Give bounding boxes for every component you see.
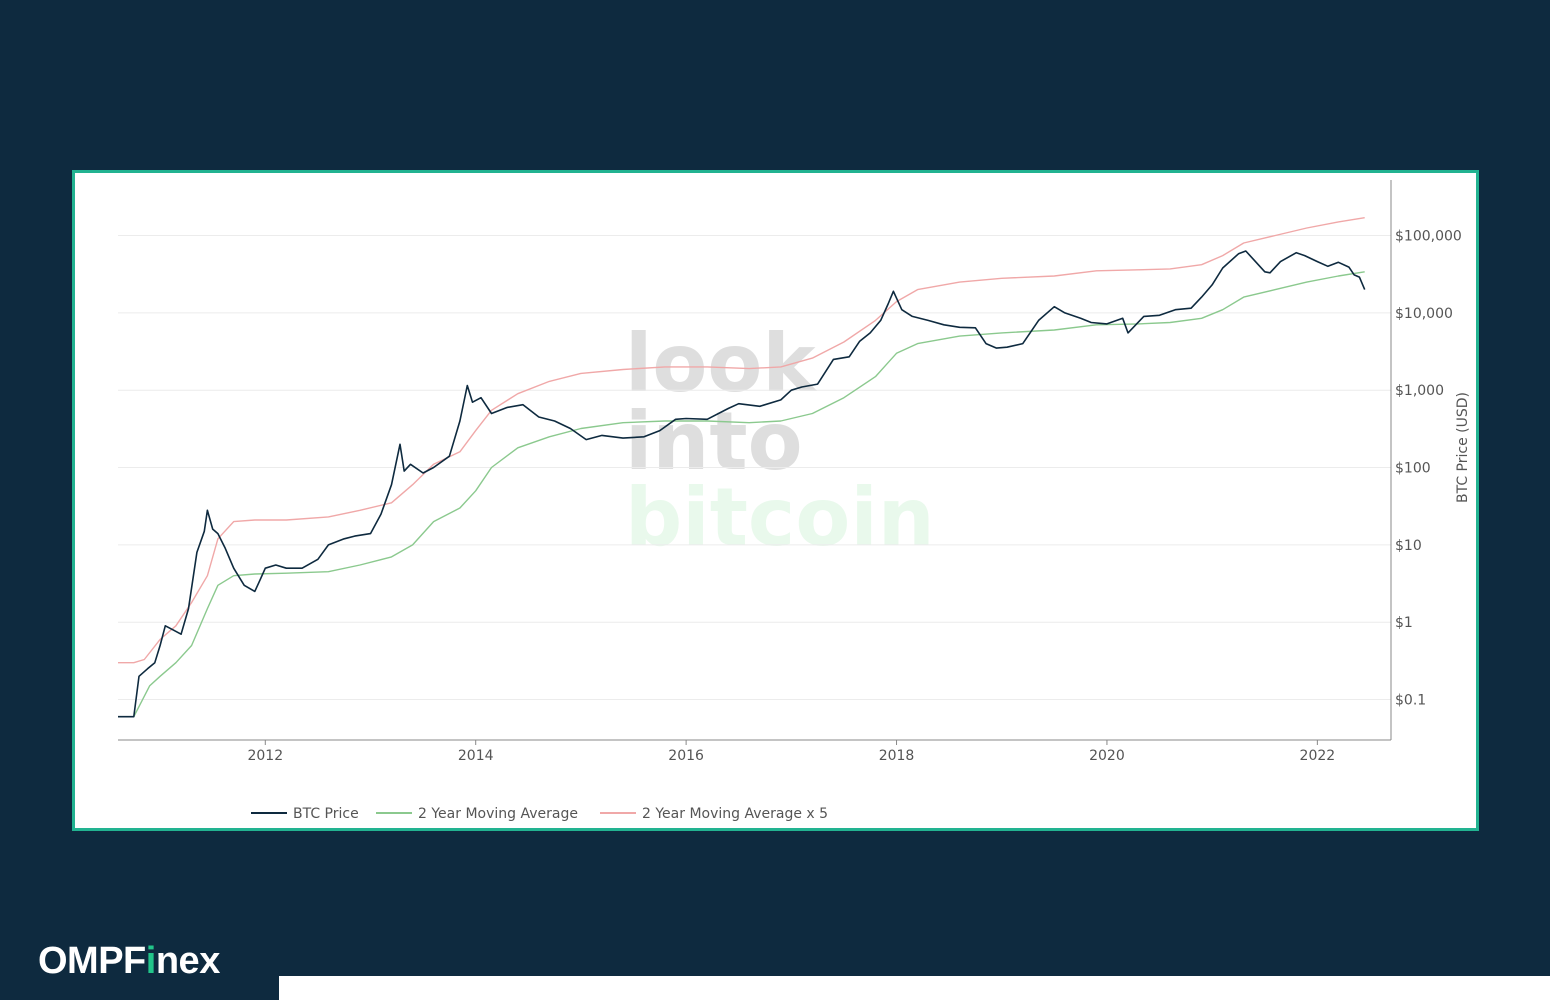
y-tick-label: $10,000	[1395, 306, 1453, 322]
x-tick-label: 2022	[1300, 748, 1336, 764]
legend-label-ma: 2 Year Moving Average	[418, 806, 578, 822]
brand-logo: OMPFinex	[38, 940, 220, 986]
y-tick-label: $1	[1395, 615, 1413, 631]
watermark-word: look	[625, 317, 817, 410]
series-lines	[118, 217, 1366, 718]
x-tick-label: 2020	[1089, 748, 1125, 764]
grid-lines	[118, 235, 1391, 701]
series-line-ma	[118, 271, 1365, 718]
watermark-word: bitcoin	[625, 471, 935, 564]
brand-logo-accent: i	[145, 940, 157, 982]
y-tick-label: $10	[1395, 538, 1422, 554]
legend: BTC Price 2 Year Moving Average 2 Year Mov…	[251, 806, 828, 822]
x-tick-label: 2012	[247, 748, 283, 764]
y-tick-label: $0.1	[1395, 693, 1426, 709]
series-line-ma5	[118, 217, 1365, 664]
axes: $0.1 $1 $10 $100 $1,000 $10,000 $100,000 2012 20…	[118, 180, 1471, 764]
y-tick-label: $1,000	[1395, 383, 1444, 399]
watermark-word: into	[625, 395, 803, 488]
y-tick-label: $100,000	[1395, 229, 1462, 245]
x-tick-label: 2018	[879, 748, 915, 764]
legend-label-ma5: 2 Year Moving Average x 5	[642, 806, 828, 822]
x-tick-label: 2014	[458, 748, 494, 764]
legend-label-btc: BTC Price	[293, 806, 359, 822]
brand-logo-suffix: nex	[155, 940, 220, 982]
chart-frame: look into bitcoin $0.1 $1 $10 $100 $1,000 $10,0…	[72, 170, 1479, 831]
x-tick-label: 2016	[668, 748, 704, 764]
footer-bar	[279, 976, 1550, 1000]
y-axis-label: BTC Price (USD)	[1455, 392, 1471, 503]
brand-logo-prefix: OMPF	[38, 940, 146, 982]
y-tick-label: $100	[1395, 461, 1431, 477]
series-line-btc	[118, 250, 1366, 718]
